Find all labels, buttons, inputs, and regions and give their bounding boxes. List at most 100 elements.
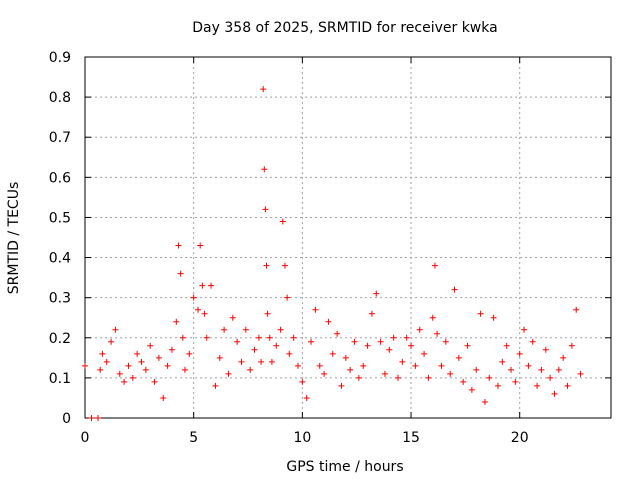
data-point	[473, 366, 480, 373]
data-point	[125, 362, 132, 369]
data-point	[321, 370, 328, 377]
y-tick-label: 0.2	[49, 331, 71, 347]
data-point	[225, 370, 232, 377]
data-point	[516, 350, 523, 357]
data-point	[377, 338, 384, 345]
data-point	[262, 206, 269, 213]
data-point	[266, 334, 273, 341]
data-point	[347, 366, 354, 373]
plot-area-frame	[84, 56, 612, 419]
data-point	[577, 370, 584, 377]
data-point	[468, 386, 475, 393]
data-point	[181, 366, 188, 373]
data-point	[564, 382, 571, 389]
data-point	[116, 370, 123, 377]
data-point	[351, 338, 358, 345]
data-point	[542, 346, 549, 353]
data-point	[112, 326, 119, 333]
data-point	[255, 334, 262, 341]
data-points	[82, 86, 584, 421]
data-point	[95, 415, 102, 421]
data-point	[364, 342, 371, 349]
data-point	[268, 358, 275, 365]
data-point	[212, 382, 219, 389]
data-point	[164, 362, 171, 369]
y-tick-label: 0	[62, 411, 71, 427]
data-point	[238, 358, 245, 365]
data-point	[258, 358, 265, 365]
data-point	[299, 378, 306, 385]
data-point	[142, 366, 149, 373]
data-point	[168, 346, 175, 353]
data-point	[442, 338, 449, 345]
data-point	[412, 362, 419, 369]
y-tick-label: 0.8	[49, 90, 71, 106]
y-tick-label: 0.1	[49, 371, 71, 387]
data-point	[381, 370, 388, 377]
data-point	[195, 306, 202, 313]
data-point	[360, 362, 367, 369]
data-point	[534, 382, 541, 389]
data-point	[151, 378, 158, 385]
data-point	[447, 370, 454, 377]
data-point	[455, 354, 462, 361]
data-point	[481, 398, 488, 405]
data-point	[421, 350, 428, 357]
data-point	[508, 366, 515, 373]
y-axis-title: SRMTID / TECUs	[6, 182, 22, 295]
data-point	[208, 282, 215, 289]
data-point	[295, 362, 302, 369]
data-point	[438, 362, 445, 369]
data-point	[334, 330, 341, 337]
data-point	[103, 358, 110, 365]
x-axis-title: GPS time / hours	[286, 459, 403, 475]
data-point	[312, 306, 319, 313]
data-point	[303, 394, 310, 401]
data-point	[521, 326, 528, 333]
chart-title: Day 358 of 2025, SRMTID for receiver kwk…	[192, 20, 497, 36]
data-point	[386, 346, 393, 353]
data-point	[538, 366, 545, 373]
data-point	[390, 334, 397, 341]
data-point	[177, 270, 184, 277]
data-point	[425, 374, 432, 381]
data-point	[284, 294, 291, 301]
data-point	[568, 342, 575, 349]
data-point	[286, 350, 293, 357]
data-point	[108, 338, 115, 345]
data-point	[338, 382, 345, 389]
data-point	[373, 290, 380, 297]
data-point	[316, 362, 323, 369]
y-tick-label: 0.3	[49, 291, 71, 307]
data-point	[221, 326, 228, 333]
data-point	[121, 378, 128, 385]
data-point	[216, 354, 223, 361]
data-point	[261, 166, 268, 173]
y-tick-label: 0.5	[49, 210, 71, 226]
data-point	[186, 350, 193, 357]
y-tick-label: 0.4	[49, 251, 71, 267]
data-point	[129, 374, 136, 381]
data-point	[160, 394, 167, 401]
data-point	[503, 342, 510, 349]
data-point	[431, 262, 438, 269]
data-point	[551, 390, 558, 397]
data-point	[97, 366, 104, 373]
y-tick-label: 0.9	[49, 50, 71, 66]
data-point	[494, 382, 501, 389]
data-point	[173, 318, 180, 325]
data-point	[451, 286, 458, 293]
x-tick-label: 10	[293, 430, 311, 446]
data-point	[394, 374, 401, 381]
data-point	[477, 310, 484, 317]
data-point	[190, 294, 197, 301]
data-point	[573, 306, 580, 313]
data-point	[199, 282, 206, 289]
y-tick-label: 0.7	[49, 130, 71, 146]
data-point	[175, 242, 182, 249]
data-point	[138, 358, 145, 365]
data-point	[460, 378, 467, 385]
data-point	[88, 415, 95, 421]
data-point	[429, 314, 436, 321]
